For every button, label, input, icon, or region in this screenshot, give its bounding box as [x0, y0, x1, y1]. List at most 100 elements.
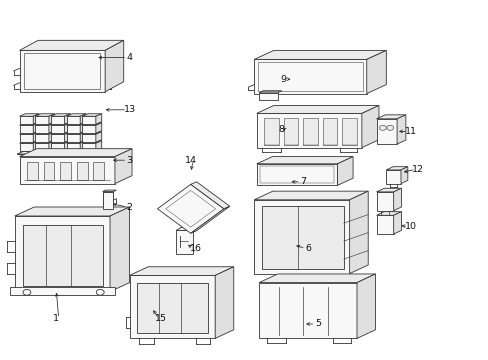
- Polygon shape: [35, 116, 49, 124]
- Polygon shape: [349, 191, 367, 274]
- Polygon shape: [376, 192, 393, 211]
- Text: 13: 13: [123, 105, 135, 114]
- Polygon shape: [49, 141, 55, 151]
- Text: 1: 1: [53, 314, 59, 323]
- Polygon shape: [110, 207, 129, 292]
- Text: 15: 15: [155, 314, 167, 323]
- Polygon shape: [20, 132, 39, 134]
- Polygon shape: [66, 123, 86, 125]
- Polygon shape: [17, 152, 106, 154]
- Polygon shape: [51, 132, 70, 134]
- Polygon shape: [51, 134, 64, 142]
- Polygon shape: [66, 116, 80, 124]
- Polygon shape: [102, 190, 116, 192]
- Polygon shape: [20, 149, 132, 157]
- Polygon shape: [77, 162, 87, 180]
- Polygon shape: [261, 206, 343, 269]
- Polygon shape: [254, 50, 386, 59]
- Polygon shape: [361, 105, 378, 148]
- Polygon shape: [356, 274, 375, 338]
- Polygon shape: [82, 114, 102, 116]
- Polygon shape: [64, 132, 70, 142]
- Polygon shape: [96, 114, 102, 124]
- Polygon shape: [82, 134, 96, 142]
- Polygon shape: [264, 118, 278, 145]
- Polygon shape: [102, 192, 113, 209]
- Polygon shape: [376, 119, 396, 144]
- Polygon shape: [33, 123, 39, 133]
- Text: 7: 7: [300, 177, 305, 186]
- Polygon shape: [66, 134, 80, 142]
- Polygon shape: [20, 125, 33, 133]
- Polygon shape: [393, 188, 401, 211]
- Polygon shape: [60, 162, 71, 180]
- Polygon shape: [51, 125, 64, 133]
- Text: 9: 9: [280, 75, 286, 84]
- Polygon shape: [256, 113, 361, 148]
- Polygon shape: [137, 283, 207, 333]
- Polygon shape: [386, 167, 407, 170]
- Polygon shape: [15, 207, 129, 216]
- Polygon shape: [49, 132, 55, 142]
- Polygon shape: [33, 141, 39, 151]
- Polygon shape: [256, 164, 337, 185]
- Text: 3: 3: [126, 156, 132, 165]
- Polygon shape: [51, 143, 64, 151]
- Polygon shape: [35, 123, 55, 125]
- Circle shape: [386, 125, 393, 130]
- Polygon shape: [15, 216, 110, 292]
- Polygon shape: [82, 123, 102, 125]
- Polygon shape: [80, 132, 86, 142]
- Polygon shape: [215, 267, 233, 338]
- Polygon shape: [43, 162, 54, 180]
- Text: 11: 11: [404, 127, 416, 136]
- Polygon shape: [96, 123, 102, 133]
- Polygon shape: [176, 227, 199, 230]
- Polygon shape: [376, 215, 393, 234]
- Polygon shape: [35, 143, 49, 151]
- Polygon shape: [20, 50, 105, 92]
- Polygon shape: [396, 115, 405, 144]
- Polygon shape: [35, 114, 55, 116]
- Polygon shape: [303, 118, 317, 145]
- Polygon shape: [259, 283, 356, 338]
- Text: 10: 10: [404, 222, 416, 231]
- Polygon shape: [376, 115, 405, 119]
- Polygon shape: [10, 287, 115, 295]
- Polygon shape: [66, 114, 86, 116]
- Polygon shape: [35, 132, 55, 134]
- Polygon shape: [80, 141, 86, 151]
- Polygon shape: [337, 157, 352, 185]
- Text: 2: 2: [126, 202, 132, 212]
- Polygon shape: [20, 141, 39, 143]
- Polygon shape: [254, 200, 349, 274]
- Polygon shape: [35, 134, 49, 142]
- Polygon shape: [80, 114, 86, 124]
- Polygon shape: [322, 118, 337, 145]
- Polygon shape: [64, 114, 70, 124]
- Circle shape: [379, 125, 386, 130]
- Polygon shape: [82, 132, 102, 134]
- Polygon shape: [20, 143, 33, 151]
- Polygon shape: [96, 132, 102, 142]
- Polygon shape: [33, 114, 39, 124]
- Polygon shape: [20, 40, 123, 50]
- Polygon shape: [66, 125, 80, 133]
- Polygon shape: [49, 123, 55, 133]
- Polygon shape: [176, 230, 193, 254]
- Polygon shape: [190, 182, 229, 209]
- Polygon shape: [66, 132, 86, 134]
- Text: 12: 12: [411, 165, 423, 174]
- Polygon shape: [259, 274, 375, 283]
- Polygon shape: [51, 116, 64, 124]
- Polygon shape: [129, 275, 215, 338]
- Polygon shape: [20, 157, 115, 184]
- Polygon shape: [66, 141, 86, 143]
- Polygon shape: [51, 141, 70, 143]
- Polygon shape: [82, 143, 96, 151]
- Polygon shape: [27, 162, 38, 180]
- Polygon shape: [82, 116, 96, 124]
- Polygon shape: [366, 50, 386, 94]
- Polygon shape: [105, 40, 123, 92]
- Circle shape: [96, 289, 104, 295]
